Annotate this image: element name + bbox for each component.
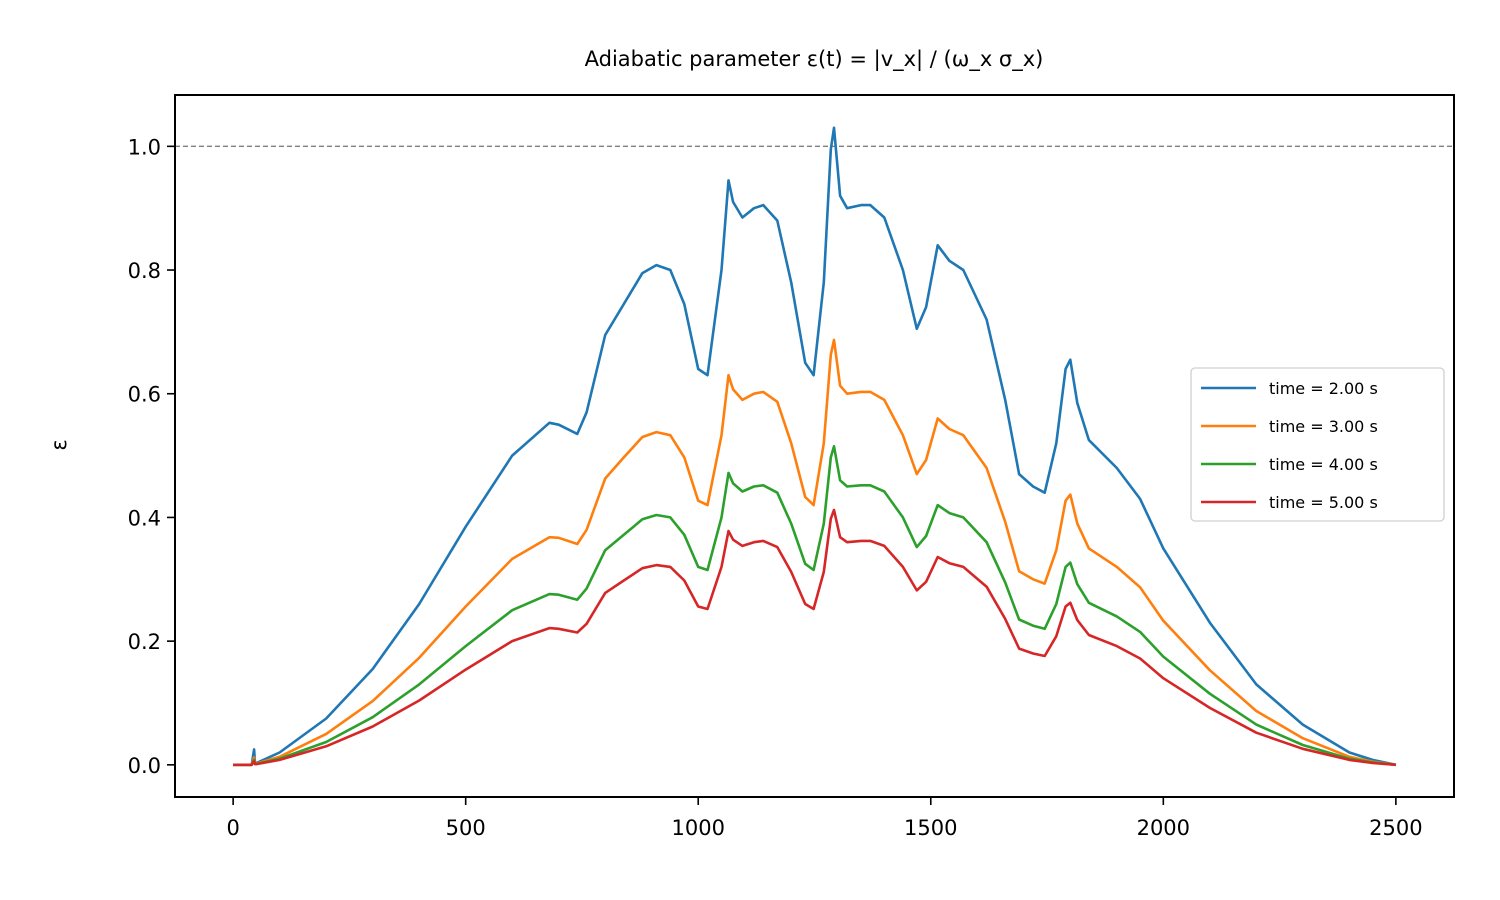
y-tick-label: 0.2 <box>128 630 161 654</box>
y-tick-label: 0.4 <box>128 506 161 530</box>
y-tick-label: 1.0 <box>128 135 161 159</box>
x-tick-label: 2000 <box>1137 816 1190 840</box>
y-tick-label: 0.6 <box>128 383 161 407</box>
legend-box <box>1190 367 1445 522</box>
legend: time = 2.00 s time = 3.00 s time = 4.00 s t… <box>1190 367 1445 522</box>
plot-area <box>175 126 1454 767</box>
legend-label: time = 2.00 s <box>1269 379 1378 398</box>
series-line-4 <box>233 508 1397 767</box>
y-tick-label: 0.8 <box>128 259 161 283</box>
y-axis-label: ε <box>47 439 71 450</box>
x-tick-label: 2500 <box>1369 816 1422 840</box>
legend-label: time = 4.00 s <box>1269 455 1378 474</box>
y-tick-label: 0.0 <box>128 754 161 778</box>
x-tick-label: 0 <box>226 816 239 840</box>
series-line-2 <box>233 338 1397 767</box>
x-tick-label: 1000 <box>672 816 725 840</box>
series-line-1 <box>233 126 1397 767</box>
x-tick-label: 500 <box>446 816 486 840</box>
series-line-3 <box>233 445 1397 767</box>
x-tick-label: 1500 <box>904 816 957 840</box>
legend-label: time = 5.00 s <box>1269 493 1378 512</box>
plot-frame <box>174 94 1455 798</box>
legend-label: time = 3.00 s <box>1269 417 1378 436</box>
chart-title: Adiabatic parameter ε(t) = |v_x| / (ω_x … <box>585 47 1044 72</box>
